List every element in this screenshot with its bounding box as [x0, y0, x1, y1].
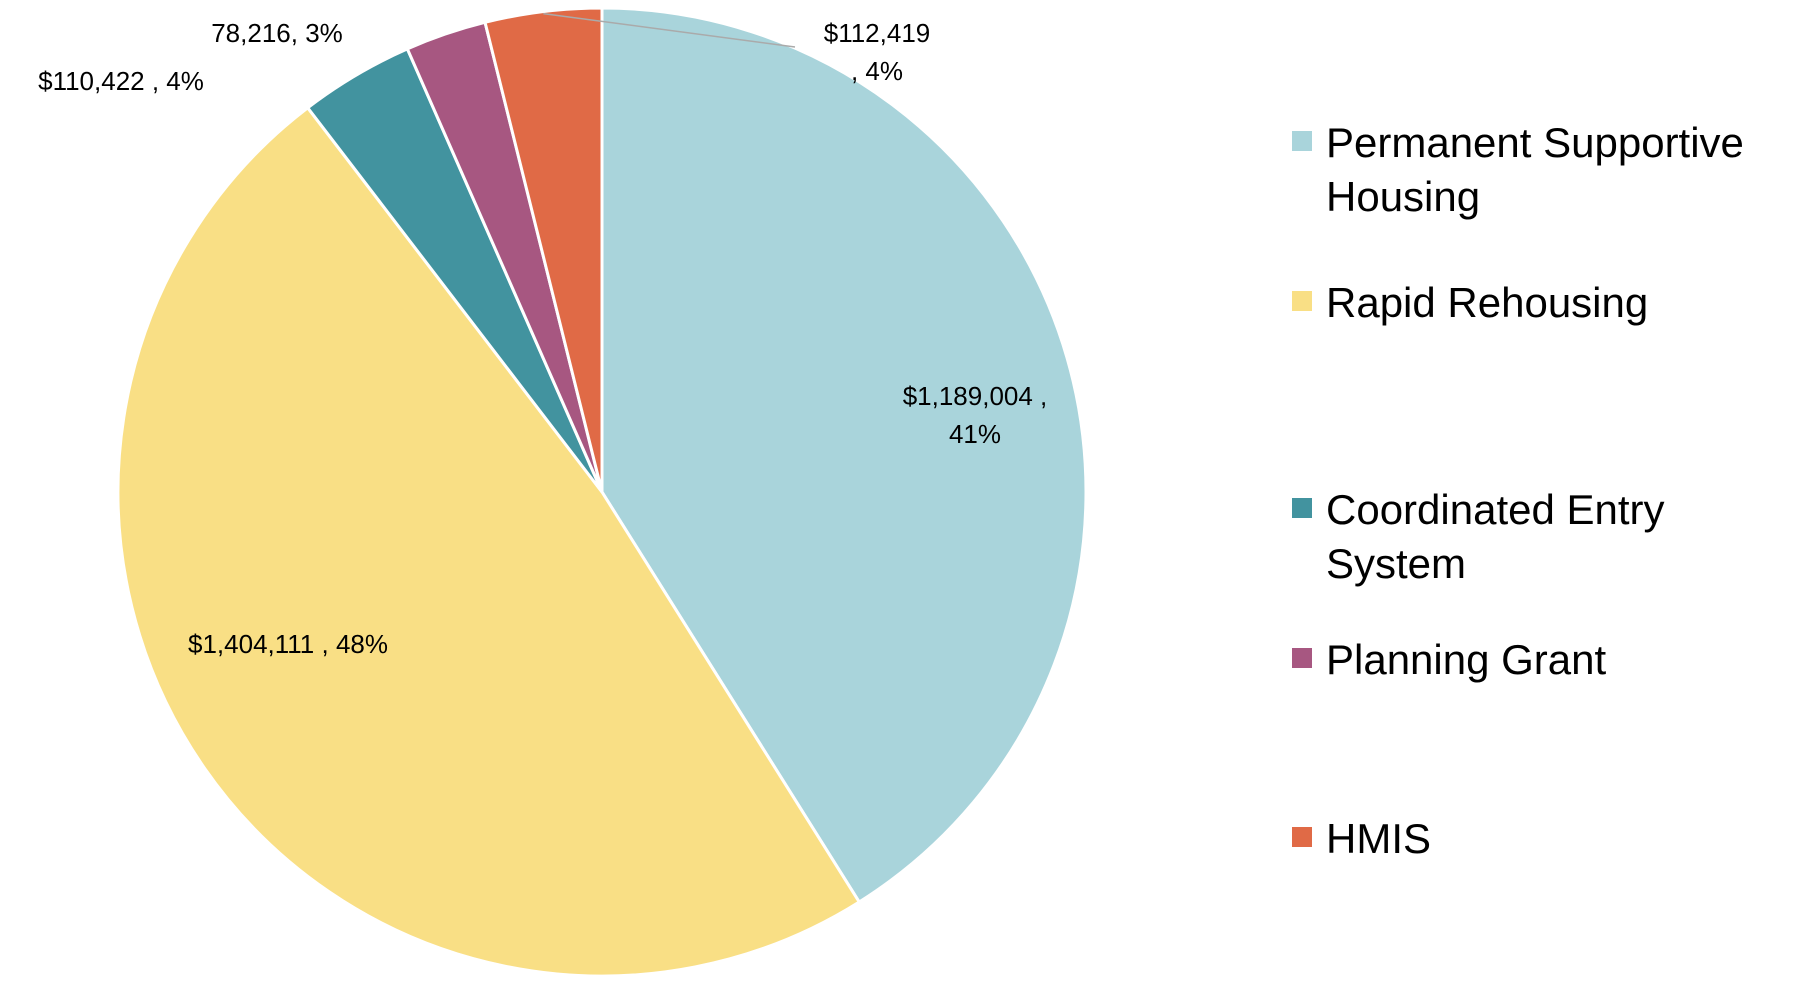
data-label: 78,216, 3% — [211, 18, 343, 48]
legend-label: Coordinated Entry System — [1326, 486, 1665, 587]
legend-item: Coordinated Entry System — [1292, 483, 1792, 591]
legend-label: HMIS — [1326, 815, 1431, 862]
pie-slice — [483, 6, 604, 493]
legend-swatch — [1292, 827, 1312, 847]
legend-swatch — [1292, 498, 1312, 518]
legend-swatch — [1292, 131, 1312, 151]
data-label: $1,404,111 , 48% — [188, 629, 388, 659]
legend-item: Permanent Supportive Housing — [1292, 116, 1792, 224]
legend-item: Rapid Rehousing — [1292, 276, 1792, 330]
data-label: 41% — [949, 419, 1001, 449]
pie-slice — [600, 6, 1088, 905]
legend-swatch — [1292, 291, 1312, 311]
legend-label: Planning Grant — [1326, 636, 1607, 683]
data-label: $112,419 — [824, 18, 931, 48]
data-label: , 4% — [851, 56, 903, 86]
data-label: $1,189,004 , — [903, 381, 1048, 411]
legend-item: Planning Grant — [1292, 633, 1792, 687]
legend-label: Rapid Rehousing — [1326, 279, 1649, 326]
legend-swatch — [1292, 648, 1312, 668]
legend-item: HMIS — [1292, 812, 1792, 866]
pie-slice — [116, 105, 862, 978]
legend-label: Permanent Supportive Housing — [1326, 119, 1744, 220]
data-label: $110,422 , 4% — [38, 66, 204, 96]
leader-line — [543, 12, 796, 48]
